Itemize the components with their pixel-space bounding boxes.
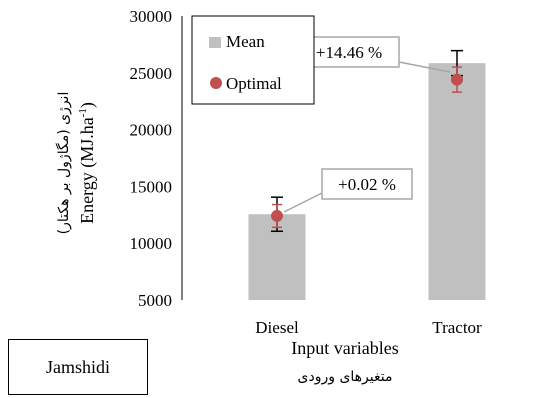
y-tick-label: 5000 — [138, 291, 172, 310]
y-tick-label: 10000 — [130, 234, 173, 253]
legend: Mean Optimal — [191, 15, 315, 105]
x-axis-title: Input variables — [291, 338, 398, 358]
x-category-label: Tractor — [432, 318, 482, 337]
callout-box-diesel — [321, 168, 413, 200]
callout-leader-tractor — [398, 61, 451, 73]
point-optimal-diesel — [271, 209, 283, 222]
y-tick-label: 15000 — [130, 177, 173, 196]
callout-box-tractor — [298, 36, 400, 68]
callouts: +0.02 % +14.46 % — [283, 36, 451, 213]
bars — [248, 49, 486, 301]
callout-label-diesel: +0.02 % — [338, 175, 396, 194]
legend-mean-label: Mean — [226, 32, 265, 51]
callout-leader-diesel — [283, 192, 323, 213]
point-optimal-tractor — [451, 73, 463, 86]
callout-label-tractor: +14.46 % — [316, 43, 382, 62]
y-tick-label: 25000 — [130, 64, 173, 83]
y-tick-label: 30000 — [130, 7, 173, 26]
y-tick-labels: 5000 10000 15000 20000 25000 30000 — [130, 7, 173, 310]
legend-mean-swatch — [209, 37, 221, 48]
y-tick-label: 20000 — [130, 121, 173, 140]
x-category-label: Diesel — [255, 318, 299, 337]
legend-optimal-marker — [210, 77, 222, 89]
legend-optimal-label: Optimal — [226, 74, 282, 93]
author-tag: Jamshidi — [8, 339, 148, 395]
bar-mean-tractor — [428, 63, 486, 301]
x-axis-title-fa: متغیرهای ورودی — [298, 369, 393, 385]
points — [271, 66, 463, 229]
y-axis-title-fa: انرژی (مگاژول بر هکتار) — [55, 92, 72, 235]
author-tag-label: Jamshidi — [45, 356, 110, 377]
y-axis-title: Energy (MJ.ha-1) — [77, 102, 98, 224]
x-category-labels: Diesel Tractor — [255, 318, 482, 337]
